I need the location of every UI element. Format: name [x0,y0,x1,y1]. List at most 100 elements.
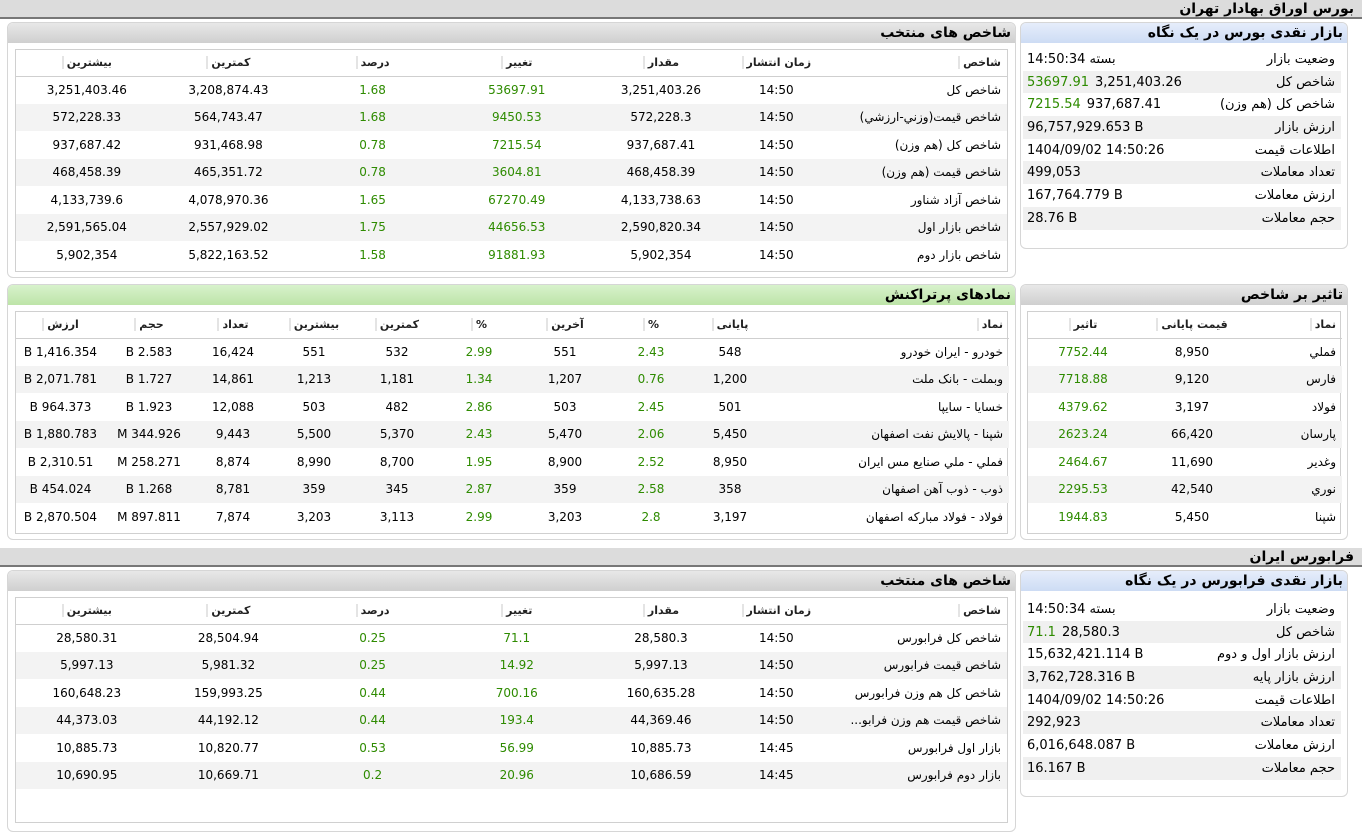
tehran-index-cell: 1.75 [299,213,446,241]
active-symbol-cell: 358 [691,475,769,503]
tehran-glance-value: 96,757,929.653 B [1027,119,1144,135]
active-symbol-row[interactable]: خودرو - ایران خودرو 548 2.43 551 2.99 532 551 1… [16,338,1009,366]
tehran-index-cell: 572,228.33 [16,103,158,131]
active-symbol-row[interactable]: شپنا - پالایش نفت اصفهان 5,450 2.06 5,470 2.… [16,420,1009,448]
active-symbol-col-header: % [439,312,519,339]
tehran-index-row[interactable]: شاخص آزاد شناور 14:50 4,133,738.63 67270.49… [16,186,1007,214]
impact-row[interactable]: پارسان 66,420 2623.24 [1028,420,1342,448]
impact-row[interactable]: فولاد 3,197 4379.62 [1028,393,1342,421]
tehran-index-cell: 14:50 [759,137,794,152]
tehran-index-col-header: کمترین [157,50,300,77]
active-symbol-cell: 482 [385,399,409,414]
active-symbol-cell: 3,203 [547,509,583,524]
farabourse-index-row[interactable]: شاخص کل هم وزن فرابورس 14:50 160,635.28 700… [16,679,1007,707]
farabourse-index-cell: 28,580.3 [634,631,688,645]
active-symbol-col-label: بیشترین [288,318,339,332]
farabourse-index-row[interactable]: بازار دوم فرابورس 14:45 10,686.59 20.96 0.2 1… [16,761,1007,789]
active-symbol-cell: 1.923 B [125,399,173,414]
farabourse-index-row[interactable]: بازار اول فرابورس 14:45 10,885.73 56.99 0.53… [16,734,1007,762]
farabourse-index-cell: 0.2 [299,761,446,789]
impact-table-frame: نماد قیمت پایانی تاثیر فملي 8,950 7752.44 فارس… [1027,311,1342,534]
farabourse-glance-label: وضعیت بازار [1266,601,1335,617]
farabourse-index-row[interactable]: شاخص قیمت هم وزن فرابو... 14:50 44,369.46 1… [16,706,1007,734]
impact-row[interactable]: نوري 42,540 2295.53 [1028,475,1342,503]
active-symbol-col-header: حجم [105,312,193,339]
tehran-indices-table: شاخص زمان انتشار مقدار تغییر درصد کمترین بیشتر… [16,50,1007,269]
impact-cell: 3,197 [1174,399,1210,414]
farabourse-glance-change: 71.1 [1027,624,1056,640]
tehran-index-row[interactable]: شاخص بازار اول 14:50 2,590,820.34 44656.53 1… [16,213,1007,241]
farabourse-index-row[interactable]: شاخص کل فرابورس 14:50 28,580.3 71.1 0.25 28,5… [16,624,1007,652]
farabourse-index-col-header: درصد [299,598,446,625]
farabourse-glance-value-cell: 3,762,728.316 B [1023,666,1193,689]
active-symbol-row[interactable]: خسایا - سایپا 501 2.45 503 2.86 482 503 12,088 1… [16,393,1009,421]
active-symbol-col-header: تعداد [193,312,273,339]
tehran-index-cell: 14:50 [734,103,819,131]
tehran-glance-value-cell: 3,251,403.26 53697.91 [1023,70,1193,94]
farabourse-glance-label: شاخص کل [1193,620,1341,644]
farabourse-index-col-label: تغییر [501,604,532,618]
active-symbol-row[interactable]: فولاد - فولاد مبارکه اصفهان 3,197 2.8 3,203… [16,503,1009,531]
active-symbol-row[interactable]: فملي - ملي صنایع مس ایران 8,950 2.52 8,900 1… [16,448,1009,476]
tehran-index-cell: 91881.93 [488,247,546,262]
tehran-index-row[interactable]: شاخص قیمت (هم وزن) 14:50 468,458.39 3604.81… [16,158,1007,186]
tehran-index-row[interactable]: شاخص بازار دوم 14:50 5,902,354 91881.93 1.58… [16,241,1007,269]
farabourse-glance-row: حجم معاملات 16.167 B [1023,756,1341,780]
active-symbol-cell: 8,990 [296,454,332,469]
impact-col-header: قیمت پایانی [1138,312,1246,339]
active-symbol-cell: 897.811 M [117,509,181,524]
tehran-index-cell: 4,133,739.6 [50,192,124,207]
impact-cell: فارس [1246,365,1342,393]
farabourse-index-cell: 28,580.31 [56,631,118,645]
active-symbol-row[interactable]: ذوب - ذوب آهن اصفهان 358 2.58 359 2.87 345 359… [16,475,1009,503]
tehran-index-col-header: تغییر [445,50,588,77]
farabourse-index-cell: 10,669.71 [157,761,300,789]
impact-row[interactable]: شپنا 5,450 1944.83 [1028,503,1342,531]
active-symbol-cell: فملي - ملي صنایع مس ایران [858,454,1003,469]
active-symbol-row[interactable]: وبملت - بانک ملت 1,200 0.76 1,207 1.34 1,181 1… [16,365,1009,393]
tehran-indices-table-frame: شاخص زمان انتشار مقدار تغییر درصد کمترین بیشتر… [15,49,1008,272]
farabourse-index-cell: 56.99 [499,740,534,755]
active-symbol-cell: وبملت - بانک ملت [769,365,1009,393]
tehran-glance-panel: بازار نقدی بورس در یک نگاه وضعیت بازار بس… [1020,22,1348,249]
active-symbol-cell: 1,213 [273,365,355,393]
farabourse-index-row[interactable]: شاخص قیمت فرابورس 14:50 5,997.13 14.92 0.25 5… [16,651,1007,679]
tehran-index-cell: شاخص آزاد شناور [910,192,1001,207]
tehran-glance-value-cell: 499,053 [1023,161,1193,185]
tehran-glance-row: وضعیت بازار بسته 14:50:34 [1023,48,1341,71]
active-symbol-cell: 16,424 [212,345,254,359]
tehran-glance-row: شاخص کل (هم وزن) 937,687.41 7215.54 [1023,93,1341,116]
tehran-index-cell: 564,743.47 [157,103,300,131]
active-symbol-cell: 9,443 [193,420,273,448]
farabourse-glance-value: 6,016,648.087 B [1027,737,1136,753]
impact-header: تاثیر بر شاخص [1021,285,1347,305]
active-symbol-cell: 5,370 [355,420,439,448]
farabourse-index-cell: 28,504.94 [197,631,259,645]
active-symbol-cell: 2,071.781 B [16,365,105,393]
farabourse-index-cell: بازار دوم فرابورس [818,761,1007,789]
tehran-glance-value-cell: 167,764.779 B [1023,184,1193,207]
farabourse-index-cell: 700.16 [495,685,538,700]
tehran-index-row[interactable]: شاخص قیمت(وزني-ارزشي) 14:50 572,228.3 9450.… [16,103,1007,131]
impact-row[interactable]: فارس 9,120 7718.88 [1028,365,1342,393]
active-symbol-cell: 551 [553,345,577,359]
impact-row[interactable]: فملي 8,950 7752.44 [1028,338,1342,366]
tehran-section-bar: بورس اوراق بهادار تهران [0,0,1362,19]
impact-row[interactable]: وغدير 11,690 2464.67 [1028,448,1342,476]
tehran-index-cell: شاخص بازار اول [818,213,1007,241]
tehran-index-cell: 5,902,354 [630,247,692,262]
farabourse-glance-table: وضعیت بازار بسته 14:50:34 شاخص کل 28,580.3 7… [1023,598,1341,780]
active-symbol-cell: 2.99 [465,509,493,524]
tehran-glance-value-cell: بسته 14:50:34 [1023,48,1193,71]
tehran-index-row[interactable]: شاخص کل 14:50 3,251,403.26 53697.91 1.68 3,20… [16,76,1007,104]
impact-cell: 4379.62 [1058,399,1108,414]
active-symbol-cell: 1.95 [465,454,493,469]
farabourse-indices-table: شاخص زمان انتشار مقدار تغییر درصد کمترین بیشتر… [16,598,1007,789]
farabourse-glance-value-cell: 6,016,648.087 B [1023,734,1193,757]
farabourse-glance-value: 3,762,728.316 B [1027,669,1136,685]
active-symbol-cell: 548 [718,345,742,359]
tehran-indices-header: شاخص های منتخب [8,23,1015,43]
farabourse-index-cell: 0.44 [299,706,446,734]
tehran-index-row[interactable]: شاخص کل (هم وزن) 14:50 937,687.41 7215.54 0.… [16,131,1007,159]
farabourse-glance-value: بسته 14:50:34 [1027,601,1116,617]
